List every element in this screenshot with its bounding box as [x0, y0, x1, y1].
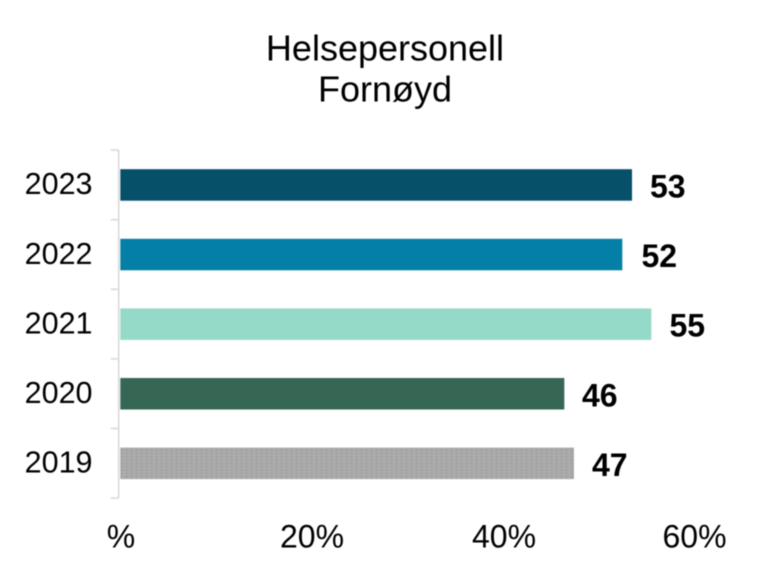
svg-text:2022: 2022: [25, 237, 93, 271]
svg-text:52: 52: [642, 238, 678, 274]
svg-text:47: 47: [592, 447, 628, 483]
svg-text:Helsepersonell: Helsepersonell: [266, 28, 504, 69]
svg-text:20%: 20%: [280, 519, 344, 555]
svg-text:2021: 2021: [25, 306, 93, 340]
svg-text:2023: 2023: [25, 167, 93, 201]
svg-text:55: 55: [670, 308, 706, 344]
svg-text:60%: 60%: [662, 519, 726, 555]
svg-text:46: 46: [582, 377, 618, 413]
svg-text:53: 53: [650, 169, 686, 205]
svg-text:Fornøyd: Fornøyd: [318, 69, 452, 110]
svg-text:2019: 2019: [25, 446, 93, 480]
svg-text:2020: 2020: [25, 376, 93, 410]
svg-text:40%: 40%: [472, 519, 536, 555]
svg-text:%: %: [107, 519, 135, 555]
